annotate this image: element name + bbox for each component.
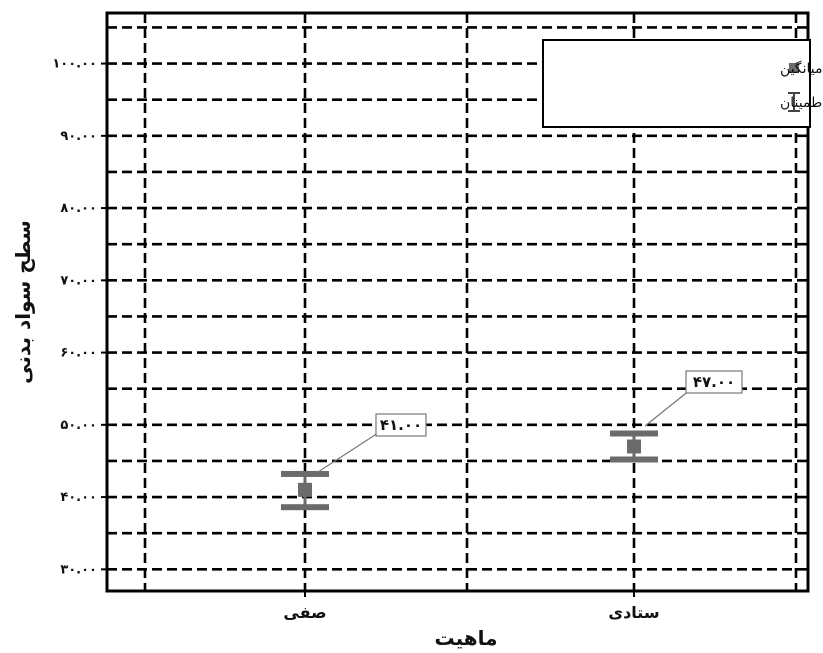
x-tick-label: ستادی — [608, 603, 659, 622]
mean-marker — [298, 482, 312, 497]
errorbar-cap-upper — [610, 430, 658, 437]
y-tick-label: ۷۰.۰۰ — [60, 273, 97, 288]
plot-frame — [105, 11, 810, 593]
y-axis-ticks: ۳۰.۰۰ ۴۰.۰۰ ۵۰.۰۰ ۶۰.۰۰ ۷۰.۰۰ ۸۰.۰۰ ۹۰.۰۰ ۱۰۰.۰… — [52, 57, 107, 577]
errorbar-cap-lower — [610, 456, 658, 463]
legend-label-mean: میانگین — [780, 60, 823, 77]
grid-lines — [107, 13, 808, 591]
legend-label-confidence: میانگین ۰/۹۵ = سطح اطمینان — [780, 94, 823, 111]
y-tick-label: ۸۰.۰۰ — [60, 201, 97, 216]
errorbar-cap-upper — [281, 470, 329, 477]
y-tick-label: ۳۰.۰۰ — [60, 562, 97, 577]
data-label: ۴۱.۰۰ — [380, 416, 422, 434]
data-label-box — [375, 413, 427, 437]
y-tick-label: ۱۰۰.۰۰ — [52, 57, 97, 72]
y-axis-title: سطح سواد بدنی — [11, 220, 35, 384]
y-tick-label: ۶۰.۰۰ — [60, 346, 97, 361]
legend-mean-marker-icon — [789, 63, 799, 73]
data-label-box — [685, 370, 743, 394]
data-marks: ۴۱.۰۰ ۴۷.۰۰ — [281, 370, 743, 511]
x-axis-title: ماهیت — [434, 626, 497, 650]
legend-box — [542, 39, 811, 128]
x-axis-ticks: صفی ستادی — [283, 591, 660, 622]
x-tick-label: صفی — [283, 603, 326, 622]
y-tick-label: ۹۰.۰۰ — [60, 129, 97, 144]
data-label-leader — [317, 432, 379, 473]
mean-marker — [627, 439, 641, 454]
legend: میانگین میانگین ۰/۹۵ = سطح اطمینان — [542, 39, 823, 128]
y-tick-label: ۵۰.۰۰ — [60, 418, 97, 433]
data-label-leader — [644, 389, 691, 427]
data-label: ۴۷.۰۰ — [693, 373, 735, 391]
legend-errorbar-icon — [788, 92, 800, 112]
y-tick-label: ۴۰.۰۰ — [60, 490, 97, 505]
errorbar-cap-lower — [281, 504, 329, 511]
